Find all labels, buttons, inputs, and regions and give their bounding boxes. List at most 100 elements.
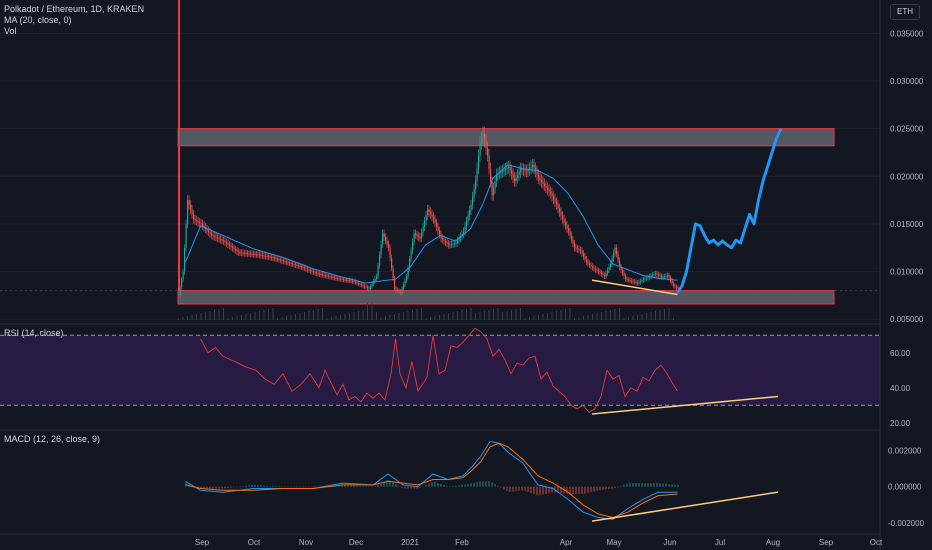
candle-body [376,276,378,279]
macd-histogram-bar [572,486,574,494]
candle-body [613,253,615,259]
candle-body [614,247,616,254]
candle-body [671,280,673,284]
candle-body [476,168,478,182]
macd-histogram-bar [401,486,403,488]
candle-body [299,265,301,267]
volume-bar [659,310,661,320]
candle-body [358,283,360,284]
volume-bar [461,310,463,320]
candle-body [512,173,514,178]
candle-body [401,288,403,293]
volume-bar [421,308,422,320]
macd-histogram-bar [356,485,358,487]
candle-body [454,243,456,245]
candle-body [248,253,250,255]
candle-body [353,281,355,282]
volume-bar [389,315,391,320]
candle-body [260,255,262,256]
candle-body [325,275,327,277]
volume-bar [380,317,382,320]
candle-body [562,215,564,220]
ma-legend: MA (20, close, 0) [4,15,72,25]
macd-histogram-bar [515,486,517,492]
volume-bar [578,317,580,320]
candle-body [517,174,519,178]
candle-body [278,259,280,260]
candle-body [455,243,457,244]
candle-body [335,277,337,279]
macd-histogram-bar [377,484,379,487]
candle-body [272,257,274,259]
volume-bar [394,314,395,320]
macd-histogram-bar [389,480,391,487]
candle-body [373,281,375,284]
candle-body [430,212,432,215]
candle-body [277,258,279,260]
macd-histogram-bar [560,486,562,494]
candle-body [509,166,511,171]
candle-body [625,276,627,280]
candle-body [664,276,666,278]
macd-histogram-bar [311,486,313,488]
macd-histogram-bar [407,486,409,489]
candle-body [634,281,636,283]
macd-histogram-bar [266,485,268,487]
candle-body [472,196,474,205]
candle-body [659,275,661,277]
macd-histogram-bar [446,486,448,487]
candle-body [269,256,271,258]
candle-body [451,244,453,245]
macd-histogram-bar [638,483,640,487]
volume-bar [425,318,427,320]
candle-body [652,274,654,276]
candle-body [209,232,211,234]
volume-bar [223,308,224,320]
volume-bar [470,308,472,320]
rsi-band [0,335,880,406]
candle-body [346,279,348,281]
candle-body [208,230,210,233]
candle-body [617,254,619,261]
candle-body [584,256,586,260]
macd-histogram-bar [524,486,526,491]
volume-bar [488,310,490,320]
candle-body [410,250,412,260]
candle-body [386,240,388,245]
candle-body [559,208,561,213]
candle-body [440,234,442,239]
candle-body [515,177,517,182]
volume-bar [317,309,319,320]
candle-body [395,288,397,290]
candle-body [488,155,490,169]
candle-body [319,273,321,275]
candle-body [611,258,613,264]
candle-body [307,268,309,270]
macd-histogram-bar [380,483,382,487]
volume-bar [668,308,670,320]
candle-body [424,221,426,227]
macd-histogram-bar [509,486,511,492]
candle-body [226,242,228,244]
candle-body [473,189,475,197]
macd-histogram-bar [395,484,397,487]
macd-histogram-bar [440,484,442,487]
macd-histogram-bar [635,483,637,487]
candle-body [676,286,678,288]
candle-body [469,210,471,216]
volume-bar [655,311,656,320]
candle-body [394,278,396,289]
currency-badge[interactable]: ETH [890,4,920,20]
volume-bar [601,312,602,320]
volume-bar [362,310,364,320]
volume-bar [227,318,229,320]
candle-body [640,281,642,283]
candle-body [521,168,523,170]
x-tick-label: Apr [560,538,573,547]
macd-histogram-bar [413,486,415,489]
macd-histogram-bar [545,486,547,494]
candle-body [608,267,610,271]
volume-bar [353,312,355,320]
volume-bar [641,314,643,320]
candle-body [467,215,469,221]
